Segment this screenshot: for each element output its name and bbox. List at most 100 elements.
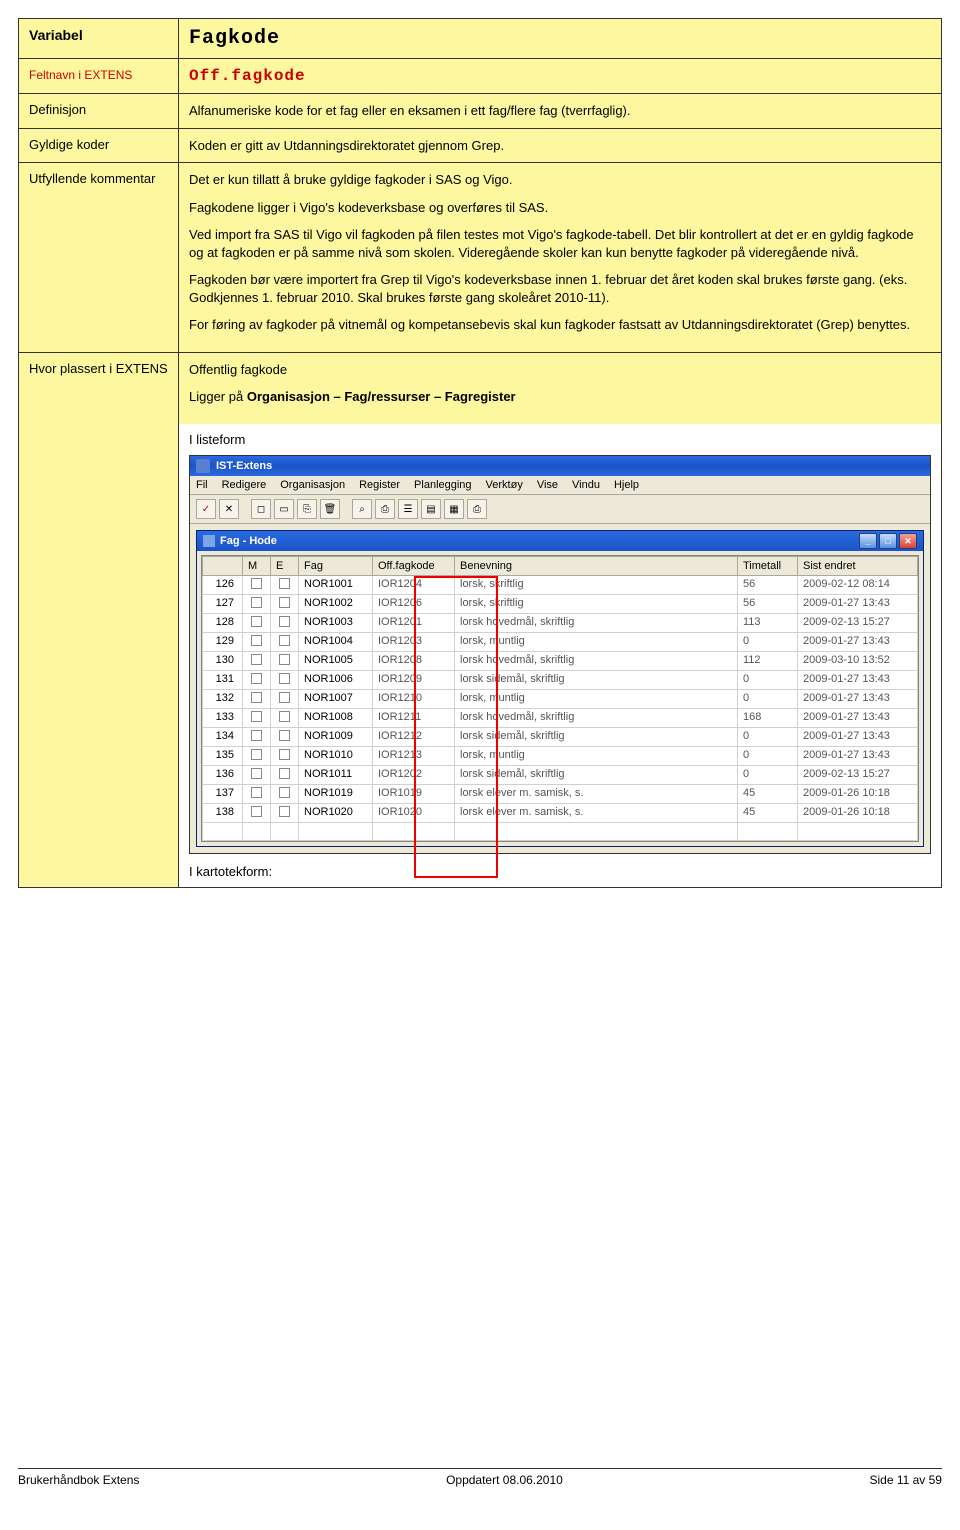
app-title: IST-Extens [216,460,272,472]
table-cell: 113 [738,614,798,633]
toolbar-btn[interactable]: ⌕ [352,499,372,519]
table-cell [271,804,299,823]
grid-header[interactable]: Fag [299,557,373,576]
footer-left: Brukerhåndbok Extens [18,1473,139,1487]
table-cell: NOR1006 [299,671,373,690]
table-cell [243,652,271,671]
table-cell [271,728,299,747]
toolbar-btn[interactable]: ▦ [444,499,464,519]
table-cell: NOR1011 [299,766,373,785]
table-row[interactable]: 128NOR1003IOR1201lorsk hovedmål, skriftl… [203,614,918,633]
label-utfyllende: Utfyllende kommentar [29,171,155,186]
table-cell [243,690,271,709]
toolbar-btn[interactable]: ⎙ [375,499,395,519]
table-cell: lorsk, skriftlig [455,576,738,595]
toolbar-btn[interactable]: ◻ [251,499,271,519]
menu-item[interactable]: Fil [196,479,208,491]
table-cell: lorsk, muntlig [455,747,738,766]
table-cell: 127 [203,595,243,614]
table-cell: NOR1003 [299,614,373,633]
grid-header[interactable]: Off.fagkode [373,557,455,576]
toolbar-btn[interactable]: ✕ [219,499,239,519]
table-row[interactable]: 134NOR1009IOR1212lorsk sidemål, skriftli… [203,728,918,747]
table-cell: 2009-01-27 13:43 [798,633,918,652]
menu-item[interactable]: Register [359,479,400,491]
table-row[interactable]: 130NOR1005IOR1208lorsk hovedmål, skriftl… [203,652,918,671]
table-cell [271,747,299,766]
definisjon-text: Alfanumeriske kode for et fag eller en e… [189,103,631,118]
toolbar[interactable]: ✓ ✕ ◻ ▭ ⎘ 🗑 ⌕ ⎙ ☰ ▤ ▦ ⎙ [190,495,930,524]
table-row[interactable]: 126NOR1001IOR1204lorsk, skriftlig562009-… [203,576,918,595]
menu-item[interactable]: Planlegging [414,479,472,491]
menu-item[interactable]: Verktøy [486,479,523,491]
table-cell: lorsk, muntlig [455,633,738,652]
table-row[interactable]: 137NOR1019IOR1019lorsk elever m. samisk,… [203,785,918,804]
close-button[interactable]: ✕ [899,533,917,549]
app-icon [196,459,210,473]
table-row[interactable]: 136NOR1011IOR1202lorsk sidemål, skriftli… [203,766,918,785]
table-row[interactable]: 132NOR1007IOR1210lorsk, muntlig02009-01-… [203,690,918,709]
grid-header[interactable]: Sist endret [798,557,918,576]
grid-header[interactable]: Timetall [738,557,798,576]
footer-right: Side 11 av 59 [869,1473,942,1487]
table-cell: lorsk sidemål, skriftlig [455,728,738,747]
table-row[interactable]: 133NOR1008IOR1211lorsk hovedmål, skriftl… [203,709,918,728]
menu-item[interactable]: Organisasjon [280,479,345,491]
minimize-button[interactable]: _ [859,533,877,549]
grid-header[interactable]: M [243,557,271,576]
table-row[interactable]: 127NOR1002IOR1206lorsk, skriftlig562009-… [203,595,918,614]
table-cell: IOR1019 [373,785,455,804]
table-cell: IOR1203 [373,633,455,652]
table-cell: 131 [203,671,243,690]
uf-p1: Det er kun tillatt å bruke gyldige fagko… [189,171,931,189]
menu-item[interactable]: Hjelp [614,479,639,491]
grid-header[interactable]: E [271,557,299,576]
table-cell [243,709,271,728]
table-row[interactable]: 131NOR1006IOR1209lorsk sidemål, skriftli… [203,671,918,690]
label-gyldige: Gyldige koder [29,137,109,152]
table-cell: NOR1005 [299,652,373,671]
menu-item[interactable]: Vindu [572,479,600,491]
plassert-pre: Ligger på [189,389,247,404]
table-cell: 56 [738,576,798,595]
label-feltnavn: Feltnavn i EXTENS [29,68,132,82]
table-cell: 56 [738,595,798,614]
label-plassert: Hvor plassert i EXTENS [29,361,168,376]
table-cell: NOR1004 [299,633,373,652]
table-cell: 45 [738,785,798,804]
table-cell [243,785,271,804]
table-cell: NOR1009 [299,728,373,747]
grid-header[interactable] [203,557,243,576]
table-cell: 2009-02-12 08:14 [798,576,918,595]
table-cell: 136 [203,766,243,785]
table-cell [243,747,271,766]
fag-grid[interactable]: MEFagOff.fagkodeBenevningTimetallSist en… [201,555,919,842]
plassert-bold: Organisasjon – Fag/ressurser – Fagregist… [247,389,516,404]
toolbar-btn[interactable]: ⎘ [297,499,317,519]
menubar[interactable]: Fil Redigere Organisasjon Register Planleggi… [190,476,930,495]
toolbar-btn[interactable]: ⎙ [467,499,487,519]
table-row[interactable]: 138NOR1020IOR1020lorsk elever m. samisk,… [203,804,918,823]
toolbar-btn[interactable]: 🗑 [320,499,340,519]
table-cell: 137 [203,785,243,804]
table-cell: 0 [738,671,798,690]
footer-mid: Oppdatert 08.06.2010 [446,1473,563,1487]
toolbar-btn[interactable]: ▭ [274,499,294,519]
grid-header[interactable]: Benevning [455,557,738,576]
toolbar-btn[interactable]: ☰ [398,499,418,519]
table-cell [243,671,271,690]
table-cell [243,576,271,595]
table-cell: 45 [738,804,798,823]
toolbar-btn[interactable]: ▤ [421,499,441,519]
toolbar-btn[interactable]: ✓ [196,499,216,519]
fag-hode-window: Fag - Hode _ □ ✕ MEFagOff.fagkodeBenevni… [196,530,924,847]
table-cell: 2009-01-27 13:43 [798,671,918,690]
menu-item[interactable]: Vise [537,479,558,491]
table-cell: NOR1010 [299,747,373,766]
table-row[interactable]: 135NOR1010IOR1213lorsk, muntlig02009-01-… [203,747,918,766]
table-cell: NOR1008 [299,709,373,728]
menu-item[interactable]: Redigere [222,479,267,491]
table-row[interactable]: 129NOR1004IOR1203lorsk, muntlig02009-01-… [203,633,918,652]
maximize-button[interactable]: □ [879,533,897,549]
table-cell: 2009-01-27 13:43 [798,709,918,728]
